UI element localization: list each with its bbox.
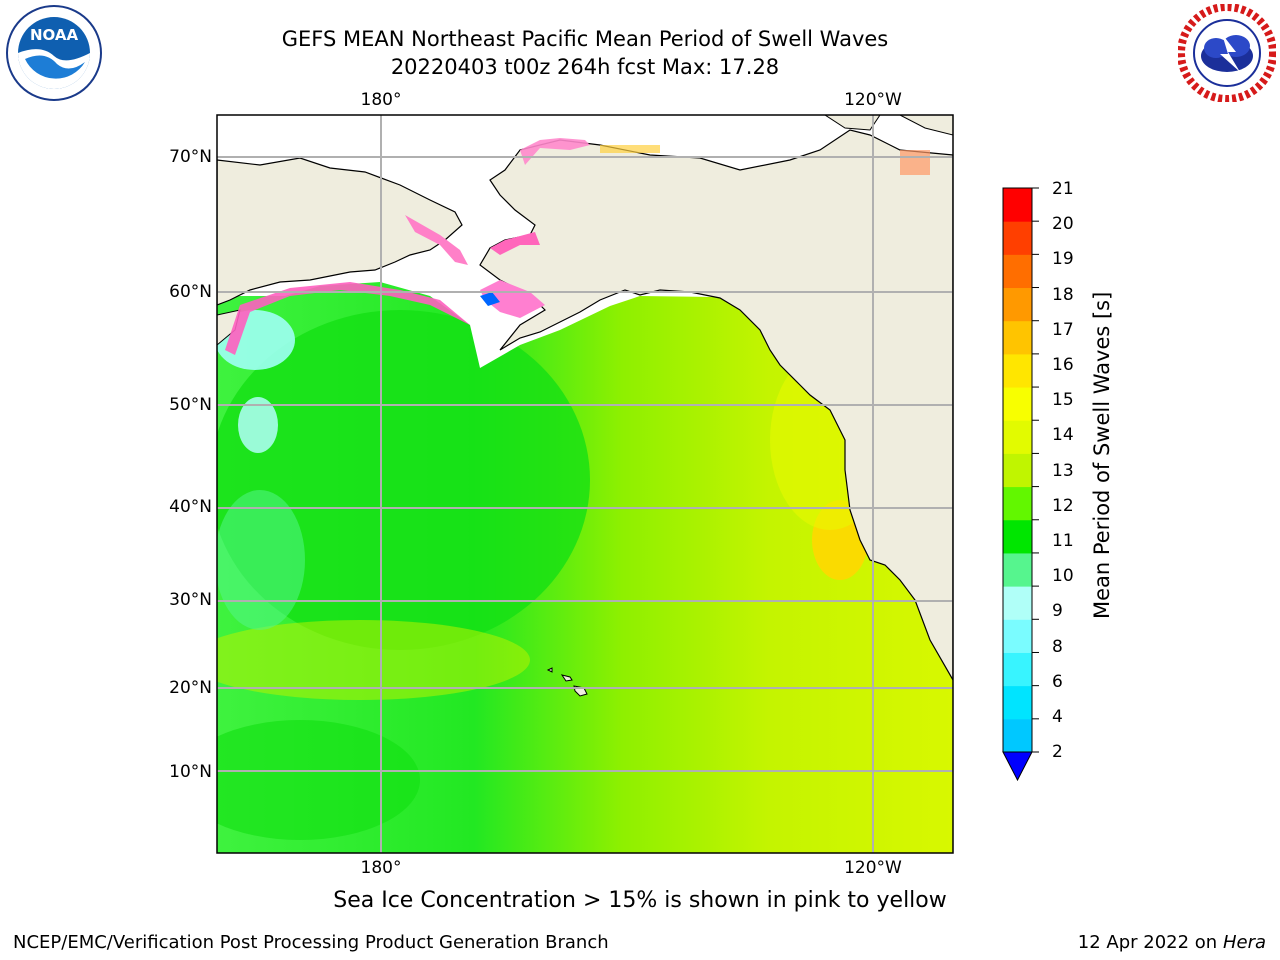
swell-core-green bbox=[217, 310, 590, 650]
colorbar-cell bbox=[1003, 586, 1032, 620]
colorbar-cell bbox=[1003, 420, 1032, 454]
lat-tick-10n: 10°N bbox=[169, 762, 212, 782]
cb-tick-20: 20 bbox=[1052, 214, 1074, 234]
sea-ice-archipelago bbox=[900, 150, 930, 175]
colorbar-cell bbox=[1003, 552, 1032, 587]
colorbar-cell bbox=[1003, 387, 1032, 421]
colorbar-cell bbox=[1003, 619, 1032, 653]
cb-tick-6: 6 bbox=[1052, 672, 1063, 692]
colorbar-cell bbox=[1003, 320, 1032, 355]
colorbar bbox=[1002, 187, 1039, 782]
colorbar-cell bbox=[1003, 221, 1032, 255]
colorbar-underflow-arrow bbox=[1003, 752, 1032, 780]
cb-tick-14: 14 bbox=[1052, 425, 1074, 445]
lat-tick-70n: 70°N bbox=[169, 147, 212, 167]
lat-tick-50n: 50°N bbox=[169, 395, 212, 415]
sea-ice-caption: Sea Ice Concentration > 15% is shown in … bbox=[333, 888, 947, 913]
lon-tick-bottom-120w: 120°W bbox=[844, 858, 902, 878]
cb-tick-11: 11 bbox=[1052, 531, 1074, 551]
colorbar-cell bbox=[1003, 519, 1032, 554]
ice-blue-patch bbox=[480, 292, 500, 306]
map-frame bbox=[216, 114, 954, 854]
land-alaska-canada bbox=[479, 129, 953, 682]
cb-tick-2: 2 bbox=[1052, 742, 1063, 762]
noaa-logo: NOAA bbox=[6, 5, 102, 101]
colorbar-cell bbox=[1003, 453, 1032, 488]
lon-tick-top-120w: 120°W bbox=[844, 90, 902, 110]
nws-logo bbox=[1178, 4, 1276, 102]
cb-tick-13: 13 bbox=[1052, 461, 1074, 481]
swell-south-green bbox=[217, 720, 420, 840]
colorbar-label: Mean Period of Swell Waves [s] bbox=[1090, 291, 1114, 619]
swell-cyan-spot bbox=[238, 397, 278, 453]
cb-tick-9: 9 bbox=[1052, 601, 1063, 621]
lat-tick-30n: 30°N bbox=[169, 590, 212, 610]
colorbar-cell bbox=[1003, 287, 1032, 322]
cb-tick-10: 10 bbox=[1052, 566, 1074, 586]
map-gridlines bbox=[217, 115, 953, 853]
land-arctic-island-1 bbox=[824, 115, 881, 131]
cb-tick-19: 19 bbox=[1052, 249, 1074, 269]
lat-tick-20n: 20°N bbox=[169, 678, 212, 698]
colorbar-cell bbox=[1003, 353, 1032, 388]
footer-branch: NCEP/EMC/Verification Post Processing Pr… bbox=[13, 932, 609, 953]
title-line-1: GEFS MEAN Northeast Pacific Mean Period … bbox=[281, 27, 889, 51]
footer-date-text: 12 Apr 2022 on bbox=[1077, 932, 1223, 953]
sea-ice-beaufort bbox=[600, 145, 660, 153]
land-siberia bbox=[217, 157, 463, 306]
cb-tick-8: 8 bbox=[1052, 637, 1063, 657]
footer-machine: Hera bbox=[1222, 932, 1266, 953]
colorbar-cell bbox=[1003, 685, 1032, 720]
noaa-logo-text: NOAA bbox=[30, 26, 79, 44]
sea-ice-gulf-anadyr bbox=[405, 215, 468, 265]
land-arctic-island-2 bbox=[899, 115, 953, 136]
colorbar-cell bbox=[1003, 652, 1032, 687]
lat-tick-40n: 40°N bbox=[169, 497, 212, 517]
colorbar-cell bbox=[1003, 254, 1032, 289]
cb-tick-21: 21 bbox=[1052, 179, 1074, 199]
lon-tick-top-180: 180° bbox=[360, 90, 402, 110]
swell-yellow-band bbox=[217, 620, 530, 700]
lat-tick-60n: 60°N bbox=[169, 282, 212, 302]
cb-tick-12: 12 bbox=[1052, 496, 1074, 516]
colorbar-cell bbox=[1003, 188, 1032, 222]
sea-ice-norton bbox=[490, 232, 540, 255]
sea-ice-bristol bbox=[480, 280, 545, 318]
colorbar-cell bbox=[1003, 718, 1032, 753]
colorbar-cell bbox=[1003, 486, 1032, 521]
cb-tick-4: 4 bbox=[1052, 707, 1063, 727]
footer-date: 12 Apr 2022 on Hera bbox=[1078, 932, 1266, 953]
cb-tick-18: 18 bbox=[1052, 285, 1074, 305]
cb-tick-16: 16 bbox=[1052, 355, 1074, 375]
cb-tick-15: 15 bbox=[1052, 390, 1074, 410]
lon-tick-bottom-180: 180° bbox=[360, 858, 402, 878]
sea-ice-chukchi bbox=[520, 138, 590, 165]
cb-tick-17: 17 bbox=[1052, 320, 1074, 340]
title-line-2: 20220403 t00z 264h fcst Max: 17.28 bbox=[390, 55, 780, 79]
swell-cyan-patch bbox=[217, 490, 305, 630]
